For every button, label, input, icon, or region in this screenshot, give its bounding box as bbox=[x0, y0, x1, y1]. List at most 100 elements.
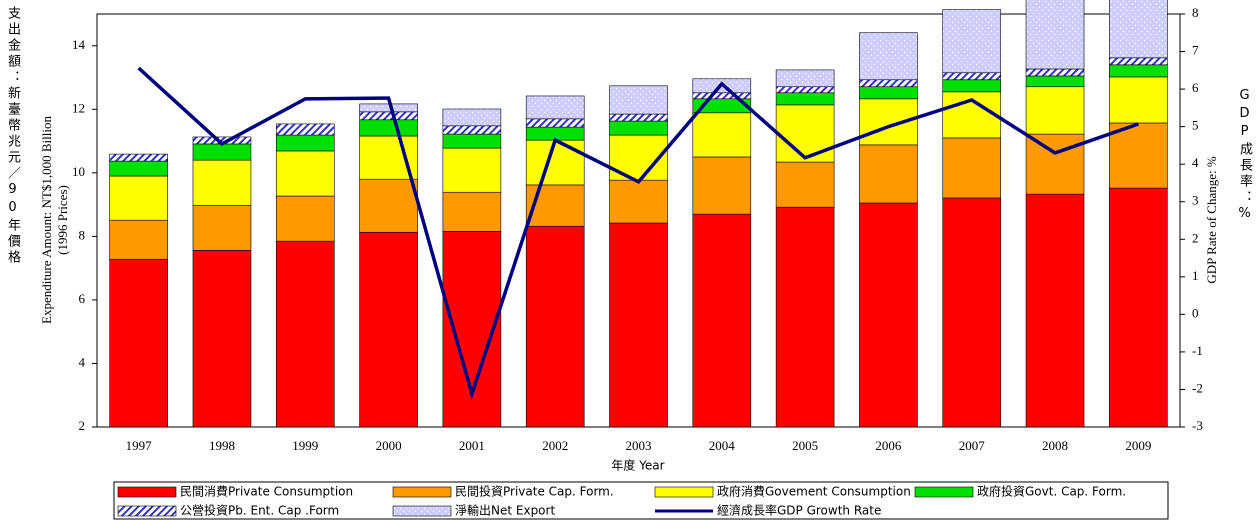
bar-segment bbox=[1109, 57, 1168, 66]
y2-tick-label: -2 bbox=[1192, 380, 1203, 395]
bar-segment bbox=[359, 231, 418, 428]
legend-swatch bbox=[392, 486, 452, 498]
legend-label: 經濟成長率GDP Growth Rate bbox=[717, 503, 881, 518]
legend-label: 民間消費Private Consumption bbox=[180, 484, 353, 499]
bar-segment bbox=[1025, 86, 1085, 135]
bar-segment bbox=[609, 85, 668, 115]
legend-swatch bbox=[117, 486, 177, 498]
y-tick-label: 12 bbox=[72, 100, 85, 115]
y-subtitle: (1996 Prices) bbox=[55, 185, 70, 255]
bar-segment bbox=[192, 159, 252, 206]
bar-segment bbox=[775, 69, 835, 88]
bar-segment bbox=[525, 126, 585, 141]
y-tick-label: 8 bbox=[79, 227, 86, 242]
y2-title-zh: GDP成長率：% bbox=[1237, 88, 1252, 224]
x-tick-label: 2002 bbox=[542, 438, 568, 453]
bar-segment bbox=[275, 123, 335, 136]
y2-tick-label: 1 bbox=[1192, 268, 1199, 283]
legend-swatch bbox=[914, 486, 974, 498]
bar-segment bbox=[275, 195, 335, 242]
y2-tick-label: 8 bbox=[1192, 5, 1199, 20]
bar-segment bbox=[442, 108, 502, 127]
bar-segment bbox=[109, 258, 168, 428]
bar-segment bbox=[442, 147, 502, 193]
bar-segment bbox=[192, 143, 252, 161]
legend-label: 政府消費Govement Consumption bbox=[717, 484, 911, 499]
bar-segment bbox=[109, 160, 168, 177]
bar-segment bbox=[775, 206, 835, 428]
legend-swatch bbox=[392, 505, 452, 517]
bar-segment bbox=[942, 197, 1002, 428]
bar-segment bbox=[525, 118, 585, 128]
x-title: 年度 Year bbox=[611, 458, 664, 473]
bar-segment bbox=[859, 32, 918, 81]
x-tick-label: 2006 bbox=[875, 438, 902, 453]
x-tick-label: 2004 bbox=[709, 438, 736, 453]
bar-segment bbox=[525, 139, 585, 186]
bar-segment bbox=[692, 213, 752, 428]
bar-segment bbox=[942, 79, 1002, 93]
y-title: Expenditure Amount: NT$1,000 Billion bbox=[39, 116, 54, 324]
bar-segment bbox=[1025, 68, 1085, 77]
bar-segment bbox=[359, 119, 418, 137]
bar-segment bbox=[775, 92, 835, 106]
bar-segment bbox=[1025, 75, 1085, 88]
bar-segment bbox=[775, 161, 835, 208]
bar-segment bbox=[859, 79, 918, 88]
bar-segment bbox=[192, 250, 252, 428]
bar-segment bbox=[359, 111, 418, 121]
bar-segment bbox=[275, 134, 335, 152]
bar-segment bbox=[359, 178, 418, 233]
bar-segment bbox=[442, 191, 502, 232]
bar-segment bbox=[942, 72, 1002, 81]
line-series bbox=[137, 66, 1139, 400]
bar-segment bbox=[525, 184, 585, 227]
y2-tick-label: -3 bbox=[1192, 418, 1203, 433]
bar-segment bbox=[1109, 187, 1168, 428]
x-tick-label: 1997 bbox=[126, 438, 153, 453]
legend-swatch bbox=[117, 505, 177, 517]
y2-tick-label: 0 bbox=[1192, 305, 1199, 320]
x-tick-label: 2000 bbox=[376, 438, 402, 453]
bar-segment bbox=[609, 222, 668, 428]
bar-segment bbox=[859, 86, 918, 100]
x-tick-label: 2003 bbox=[626, 438, 652, 453]
bar-segment bbox=[192, 204, 252, 251]
x-tick-label: 2008 bbox=[1042, 438, 1068, 453]
y2-tick-label: 2 bbox=[1192, 230, 1199, 245]
legend-label: 民間投資Private Cap. Form. bbox=[455, 484, 614, 499]
bar-segment bbox=[442, 125, 502, 135]
y-title-zh: 支出金額：新臺幣兆元／90年價格 bbox=[5, 6, 20, 266]
y-tick-label: 10 bbox=[72, 164, 85, 179]
bar-segment bbox=[525, 95, 585, 120]
bar-segment bbox=[442, 133, 502, 149]
bar-segment bbox=[1109, 76, 1168, 124]
bar-segment bbox=[692, 156, 752, 215]
bar-segment bbox=[859, 202, 918, 428]
bar-segment bbox=[275, 240, 335, 428]
y-tick-label: 2 bbox=[79, 418, 86, 433]
bar-segment bbox=[525, 225, 585, 428]
bar-segment bbox=[109, 175, 168, 221]
x-tick-label: 1998 bbox=[209, 438, 235, 453]
bar-segment bbox=[1025, 193, 1085, 428]
bar-segment bbox=[692, 92, 752, 100]
bar-segment bbox=[859, 144, 918, 204]
y2-tick-label: 7 bbox=[1192, 43, 1199, 58]
y-tick-label: 4 bbox=[79, 354, 86, 369]
bar-segment bbox=[692, 112, 752, 158]
legend-label: 政府投資Govt. Cap. Form. bbox=[977, 484, 1126, 499]
y2-tick-label: 3 bbox=[1192, 193, 1199, 208]
x-tick-label: 2005 bbox=[792, 438, 818, 453]
y2-tick-label: 6 bbox=[1192, 80, 1199, 95]
bar-segment bbox=[775, 86, 835, 94]
legend-swatch bbox=[654, 486, 714, 498]
y2-tick-label: 4 bbox=[1192, 155, 1199, 170]
y2-tick-label: 5 bbox=[1192, 118, 1199, 133]
legend-box bbox=[113, 481, 1169, 520]
bar-segment bbox=[1109, 122, 1168, 189]
bar-segment bbox=[609, 179, 668, 224]
bar-segment bbox=[109, 219, 168, 260]
